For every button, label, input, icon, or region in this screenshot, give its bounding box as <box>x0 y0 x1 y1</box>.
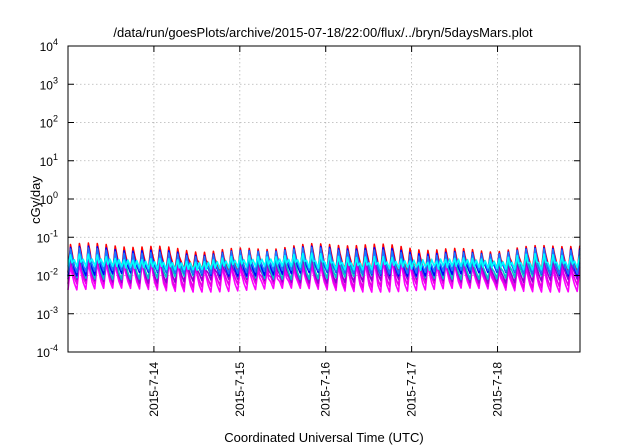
y-tick-label: 10-2 <box>37 267 58 284</box>
x-axis-label: Coordinated Universal Time (UTC) <box>224 430 423 445</box>
y-tick-label: 100 <box>40 190 58 207</box>
y-tick-label: 102 <box>40 114 58 131</box>
x-axis: 2015-7-14 2015-7-15 2015-7-16 2015-7-17 2015… <box>147 46 505 417</box>
x-tick-label: 2015-7-17 <box>405 362 419 417</box>
y-tick-label: 103 <box>40 75 58 92</box>
chart-title: /data/run/goesPlots/archive/2015-07-18/2… <box>113 25 533 40</box>
series-layer <box>67 242 581 293</box>
series-line <box>67 253 581 284</box>
series-line <box>67 250 581 281</box>
y-tick-label: 10-1 <box>37 228 58 245</box>
y-tick-label: 104 <box>40 37 58 54</box>
series-line <box>67 246 581 275</box>
x-tick-label: 2015-7-18 <box>491 362 505 417</box>
y-tick-label: 10-4 <box>37 343 58 360</box>
grid <box>68 46 580 352</box>
x-tick-label: 2015-7-16 <box>319 362 333 417</box>
y-tick-label: 10-3 <box>37 305 58 322</box>
x-tick-label: 2015-7-15 <box>233 362 247 417</box>
x-tick-label: 2015-7-14 <box>147 362 161 417</box>
y-axis-label: cGy/day <box>28 176 43 224</box>
y-tick-label: 101 <box>40 152 58 169</box>
y-axis: 10-4 10-3 10-2 10-1 100 101 102 103 104 <box>37 37 580 360</box>
series-line <box>67 252 581 272</box>
